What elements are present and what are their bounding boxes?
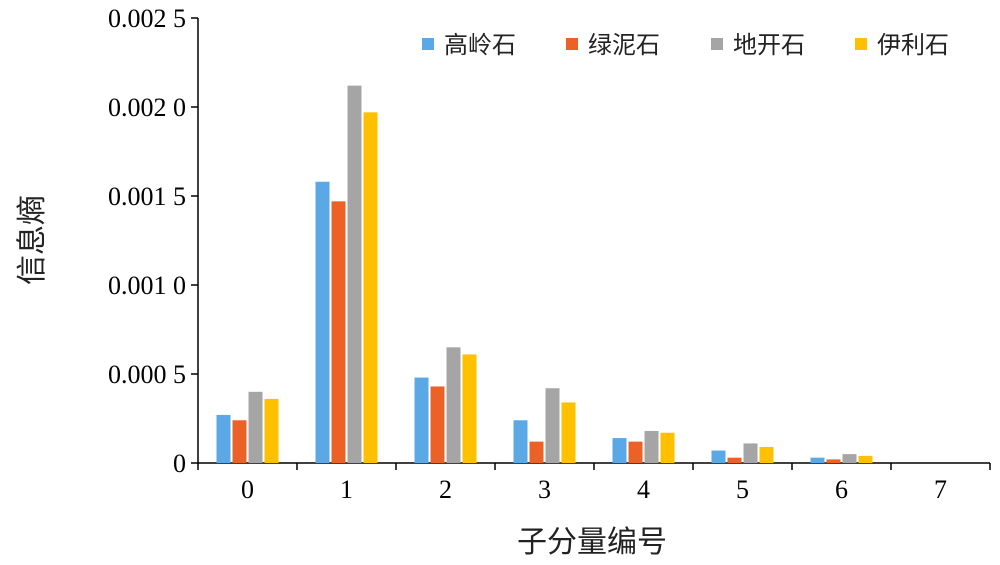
x-tick-label: 1: [340, 475, 353, 504]
y-tick-label: 0: [173, 449, 186, 478]
legend-label: 高岭石: [444, 31, 516, 59]
x-tick-label: 0: [241, 475, 254, 504]
legend-swatch: [566, 38, 578, 50]
bar: [248, 391, 263, 463]
x-axis-title: 子分量编号: [517, 525, 667, 560]
bar: [858, 455, 873, 463]
y-tick-label: 0.001 0: [108, 271, 186, 300]
y-tick-label: 0.002 0: [108, 93, 186, 122]
bar: [842, 454, 857, 463]
bar: [612, 438, 627, 463]
bar: [446, 347, 461, 463]
bar: [711, 450, 726, 463]
legend-item: 高岭石: [422, 31, 516, 59]
y-tick-label: 0.002 5: [108, 4, 186, 33]
bar: [430, 386, 445, 463]
bar: [513, 420, 528, 463]
bar: [331, 201, 346, 463]
bar: [644, 430, 659, 463]
x-tick-label: 6: [835, 475, 848, 504]
bar: [759, 446, 774, 463]
bar: [727, 457, 742, 463]
x-tick-label: 2: [439, 475, 452, 504]
bar: [826, 459, 841, 463]
bar: [462, 354, 477, 463]
legend-label: 绿泥石: [588, 31, 660, 59]
bar: [810, 457, 825, 463]
bar: [529, 441, 544, 463]
x-tick-label: 3: [538, 475, 551, 504]
legend-label: 伊利石: [877, 31, 949, 59]
legend-item: 绿泥石: [566, 31, 660, 59]
y-tick-label: 0.001 5: [108, 182, 186, 211]
bar: [660, 432, 675, 463]
legend-item: 伊利石: [855, 31, 949, 59]
bar: [363, 112, 378, 463]
legend-item: 地开石: [711, 31, 805, 59]
x-tick-label: 5: [736, 475, 749, 504]
y-tick-label: 0.000 5: [108, 360, 186, 389]
bar: [264, 398, 279, 463]
x-tick-label: 7: [934, 475, 947, 504]
legend-label: 地开石: [733, 31, 805, 59]
x-tick-label: 4: [637, 475, 650, 504]
bar: [628, 441, 643, 463]
bar: [347, 85, 362, 463]
legend: 高岭石 绿泥石 地开石 伊利石: [422, 31, 949, 59]
bar: [216, 414, 231, 463]
y-axis-title: 信息熵: [15, 195, 50, 285]
legend-swatch: [855, 38, 867, 50]
bar: [561, 402, 576, 463]
bar: [414, 377, 429, 463]
bar: [232, 420, 247, 463]
legend-swatch: [422, 38, 434, 50]
plot-area: 0 0.000 5 0.001 0 0.001 5 0.002 0 0.002 5 0 1 2 3…: [108, 4, 991, 504]
bar: [315, 181, 330, 463]
legend-swatch: [711, 38, 723, 50]
bar: [743, 443, 758, 463]
bar: [545, 388, 560, 463]
